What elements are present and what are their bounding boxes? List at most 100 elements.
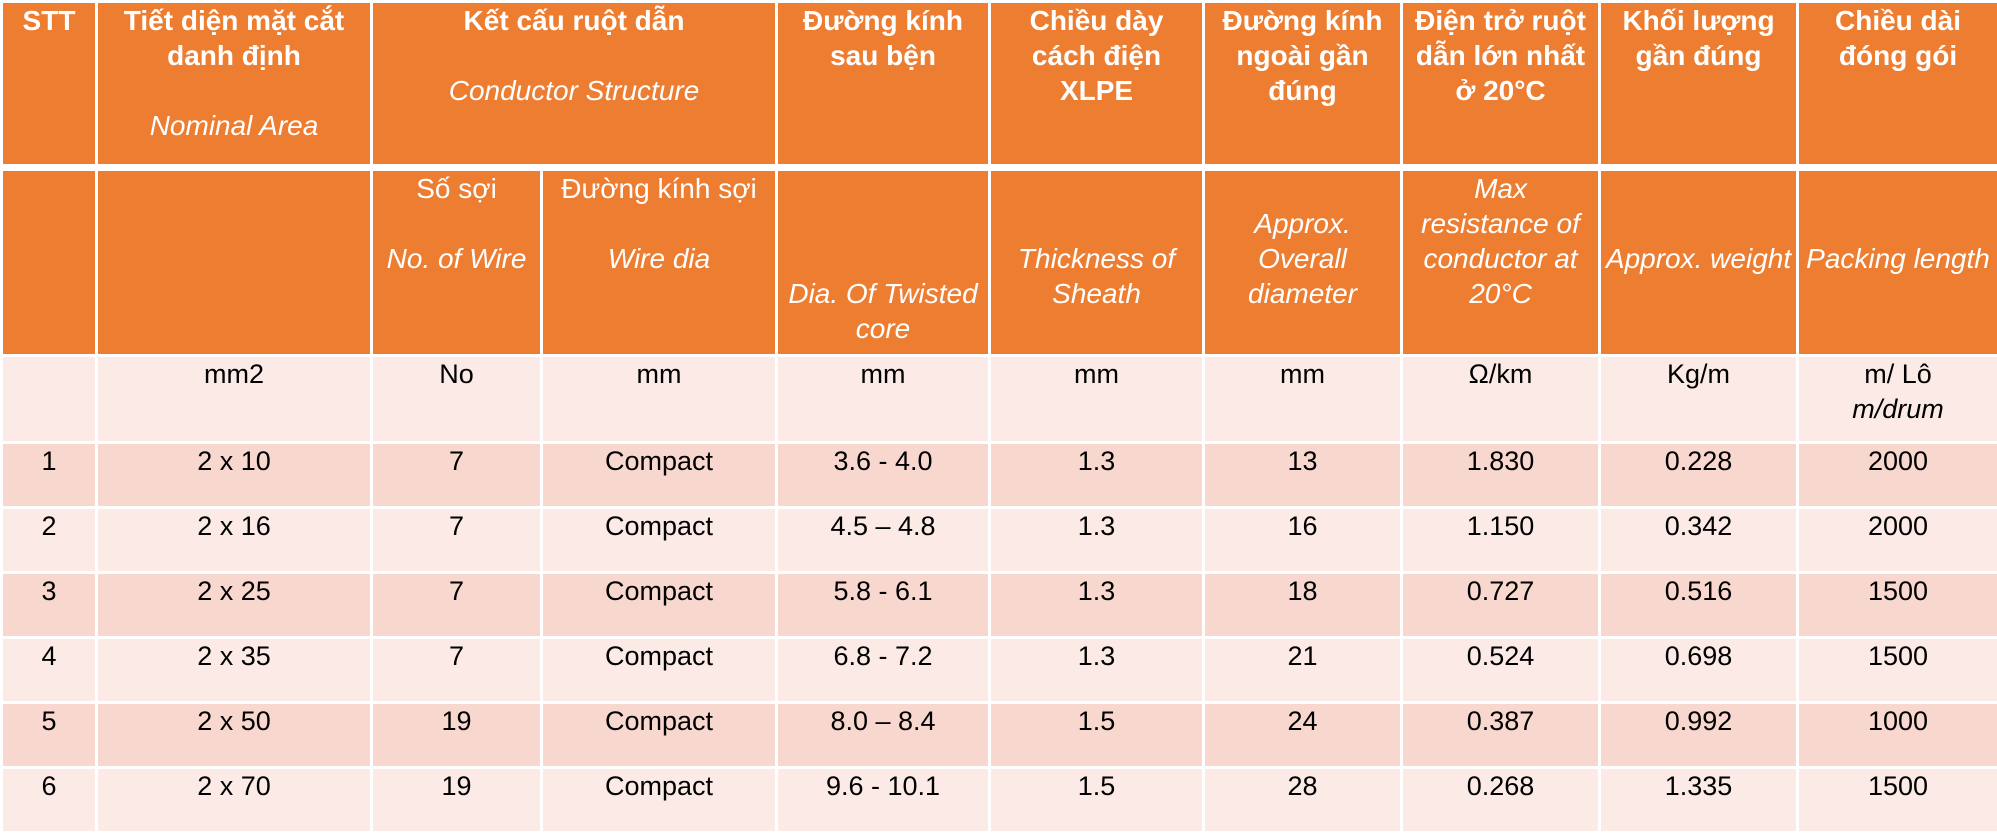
cell-no-wire: 7 <box>370 506 543 574</box>
units-row: mm2 No mm mm mm mm Ω/km Kg/m m/ Lô m/dru… <box>0 354 1997 444</box>
cell-weight: 0.698 <box>1598 636 1800 704</box>
header-nominal-area-en: Nominal Area <box>149 110 319 141</box>
subheader-wire-dia: Đường kính sợi Wire dia <box>539 166 779 357</box>
cell-twisted-dia: 5.8 - 6.1 <box>775 571 992 639</box>
cell-resistance: 0.387 <box>1400 701 1602 769</box>
header-conductor-structure: Kết cấu ruột dẫn Conductor Structure <box>369 0 779 171</box>
cell-twisted-dia: 4.5 – 4.8 <box>775 506 992 574</box>
unit-sheath: mm <box>988 354 1206 444</box>
subheader-area <box>95 166 373 357</box>
cell-packing: 2000 <box>1796 506 1997 574</box>
cell-area: 2 x 50 <box>95 701 373 769</box>
cell-no-wire: 19 <box>370 701 543 769</box>
cell-packing: 2000 <box>1796 441 1997 509</box>
subheader-weight: Approx. weight <box>1598 166 1800 357</box>
cell-stt: 3 <box>0 571 98 639</box>
cell-twisted-dia: 8.0 – 8.4 <box>775 701 992 769</box>
cell-resistance: 1.830 <box>1400 441 1602 509</box>
cell-no-wire: 19 <box>370 766 543 834</box>
unit-packing-vi: m/ Lô <box>1864 359 1932 389</box>
subheader-no-wire-vi: Số sợi <box>416 173 497 204</box>
unit-weight: Kg/m <box>1598 354 1800 444</box>
cell-area: 2 x 16 <box>95 506 373 574</box>
cell-packing: 1500 <box>1796 766 1997 834</box>
cell-stt: 2 <box>0 506 98 574</box>
header-nominal-area-vi: Tiết diện mặt cắt danh định <box>123 5 345 71</box>
cell-stt: 4 <box>0 636 98 704</box>
cell-wire-dia: Compact <box>539 441 779 509</box>
unit-area: mm2 <box>95 354 373 444</box>
header-stt: STT <box>0 0 98 171</box>
cell-overall-dia: 13 <box>1202 441 1404 509</box>
header-resistance: Điện trở ruột dẫn lớn nhất ở 20°C <box>1400 0 1602 171</box>
cell-resistance: 0.727 <box>1400 571 1602 639</box>
header-conductor-structure-vi: Kết cấu ruột dẫn <box>463 5 685 36</box>
table-row: 4 2 x 35 7 Compact 6.8 - 7.2 1.3 21 0.52… <box>0 636 1997 704</box>
header-sheath: Chiều dày cách điện XLPE <box>988 0 1206 171</box>
cell-weight: 0.516 <box>1598 571 1800 639</box>
cell-resistance: 0.268 <box>1400 766 1602 834</box>
cell-wire-dia: Compact <box>539 571 779 639</box>
cell-stt: 5 <box>0 701 98 769</box>
unit-resistance: Ω/km <box>1400 354 1602 444</box>
header-weight: Khối lượng gần đúng <box>1598 0 1800 171</box>
header-conductor-structure-en: Conductor Structure <box>448 75 700 106</box>
table-row: 6 2 x 70 19 Compact 9.6 - 10.1 1.5 28 0.… <box>0 766 1997 834</box>
subheader-overall-dia: Approx. Overall diameter <box>1202 166 1404 357</box>
cell-wire-dia: Compact <box>539 636 779 704</box>
cell-wire-dia: Compact <box>539 766 779 834</box>
unit-twisted-dia: mm <box>775 354 992 444</box>
header-twisted-dia: Đường kính sau bện <box>775 0 992 171</box>
cell-twisted-dia: 9.6 - 10.1 <box>775 766 992 834</box>
cell-packing: 1500 <box>1796 636 1997 704</box>
unit-packing-en: m/drum <box>1852 394 1944 424</box>
unit-packing: m/ Lô m/drum <box>1796 354 1997 444</box>
cell-area: 2 x 35 <box>95 636 373 704</box>
header-row-main: STT Tiết diện mặt cắt danh định Nominal … <box>0 0 1997 171</box>
table-row: 1 2 x 10 7 Compact 3.6 - 4.0 1.3 13 1.83… <box>0 441 1997 509</box>
cell-sheath: 1.5 <box>988 766 1206 834</box>
cell-sheath: 1.3 <box>988 441 1206 509</box>
subheader-wire-dia-vi: Đường kính sợi <box>561 173 757 204</box>
cell-stt: 6 <box>0 766 98 834</box>
header-overall-dia: Đường kính ngoài gần đúng <box>1202 0 1404 171</box>
cell-area: 2 x 25 <box>95 571 373 639</box>
subheader-stt <box>0 166 98 357</box>
cell-resistance: 0.524 <box>1400 636 1602 704</box>
cell-no-wire: 7 <box>370 636 543 704</box>
unit-no-wire: No <box>370 354 543 444</box>
cell-twisted-dia: 6.8 - 7.2 <box>775 636 992 704</box>
cell-overall-dia: 16 <box>1202 506 1404 574</box>
unit-overall-dia: mm <box>1202 354 1404 444</box>
subheader-wire-dia-en: Wire dia <box>607 243 711 274</box>
cell-overall-dia: 24 <box>1202 701 1404 769</box>
table-row: 2 2 x 16 7 Compact 4.5 – 4.8 1.3 16 1.15… <box>0 506 1997 574</box>
cell-twisted-dia: 3.6 - 4.0 <box>775 441 992 509</box>
cell-no-wire: 7 <box>370 571 543 639</box>
subheader-no-wire-en: No. of Wire <box>386 243 527 274</box>
cell-weight: 0.992 <box>1598 701 1800 769</box>
subheader-sheath: Thickness of Sheath <box>988 166 1206 357</box>
cell-wire-dia: Compact <box>539 506 779 574</box>
cell-sheath: 1.5 <box>988 701 1206 769</box>
cell-weight: 0.342 <box>1598 506 1800 574</box>
cell-wire-dia: Compact <box>539 701 779 769</box>
table-row: 3 2 x 25 7 Compact 5.8 - 6.1 1.3 18 0.72… <box>0 571 1997 639</box>
cell-sheath: 1.3 <box>988 506 1206 574</box>
cell-sheath: 1.3 <box>988 571 1206 639</box>
subheader-resistance: Max resistance of conductor at 20°C <box>1400 166 1602 357</box>
cell-stt: 1 <box>0 441 98 509</box>
subheader-twisted-dia: Dia. Of Twisted core <box>775 166 992 357</box>
cell-packing: 1500 <box>1796 571 1997 639</box>
cell-area: 2 x 10 <box>95 441 373 509</box>
subheader-no-wire: Số sợi No. of Wire <box>370 166 543 357</box>
cell-overall-dia: 18 <box>1202 571 1404 639</box>
subheader-packing: Packing length <box>1796 166 1997 357</box>
cell-area: 2 x 70 <box>95 766 373 834</box>
header-packing: Chiều dài đóng gói <box>1796 0 1997 171</box>
cell-packing: 1000 <box>1796 701 1997 769</box>
header-row-sub: Số sợi No. of Wire Đường kính sợi Wire d… <box>0 166 1997 357</box>
header-nominal-area: Tiết diện mặt cắt danh định Nominal Area <box>95 0 373 171</box>
unit-wire-dia: mm <box>539 354 779 444</box>
